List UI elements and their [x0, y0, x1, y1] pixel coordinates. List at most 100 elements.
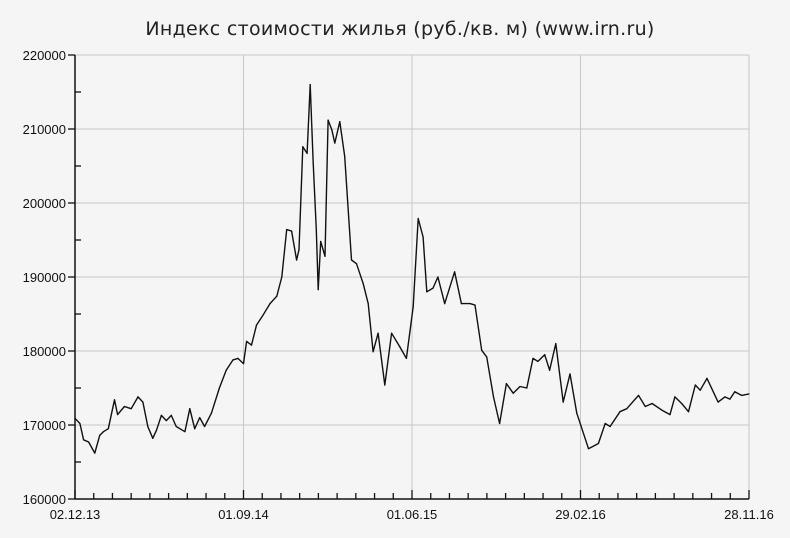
data-point	[309, 84, 311, 86]
data-point	[412, 306, 414, 308]
data-point	[324, 255, 326, 257]
chart-title: Индекс стоимости жилья (руб./кв. м) (www…	[145, 18, 655, 40]
data-point	[469, 303, 471, 305]
data-point	[562, 401, 564, 403]
y-tick-label: 210000	[23, 122, 66, 137]
data-point	[576, 412, 578, 414]
data-point	[437, 276, 439, 278]
data-point	[276, 295, 278, 297]
data-point	[189, 408, 191, 410]
data-point	[748, 393, 750, 395]
data-point	[99, 434, 101, 436]
data-point	[432, 287, 434, 289]
data-point	[175, 425, 177, 428]
data-point	[184, 431, 186, 433]
data-point	[250, 344, 253, 346]
data-point	[295, 259, 298, 261]
data-point	[674, 396, 676, 398]
data-point	[597, 442, 599, 445]
data-point	[377, 332, 379, 334]
y-tick-label: 170000	[23, 418, 66, 433]
data-point	[306, 152, 308, 155]
data-point	[320, 240, 322, 243]
data-point	[327, 119, 329, 121]
data-point	[302, 146, 304, 148]
data-point	[555, 343, 557, 345]
data-point	[519, 385, 521, 388]
x-tick-label: 01.06.15	[387, 507, 438, 522]
data-point	[210, 412, 213, 414]
data-point	[651, 402, 653, 405]
data-point	[405, 357, 408, 359]
data-point	[362, 283, 364, 285]
data-point	[242, 362, 245, 365]
data-point	[142, 401, 144, 403]
data-point	[460, 303, 462, 305]
data-point	[218, 387, 221, 389]
data-point	[298, 249, 300, 251]
data-point	[107, 428, 109, 430]
data-point	[315, 229, 317, 231]
x-tick-label: 01.09.14	[218, 507, 269, 522]
x-tick-label: 29.02.16	[555, 507, 606, 522]
data-point	[331, 129, 333, 131]
data-point	[512, 392, 514, 394]
data-point	[74, 417, 76, 419]
data-point	[661, 409, 663, 411]
data-point	[237, 357, 239, 359]
data-point	[444, 303, 446, 305]
data-point	[344, 155, 346, 157]
data-point	[669, 414, 671, 416]
data-point	[312, 162, 314, 164]
data-point	[687, 411, 690, 413]
data-point	[113, 399, 116, 401]
data-point	[609, 425, 611, 428]
data-point	[102, 431, 104, 433]
data-point	[334, 142, 336, 144]
data-point	[740, 394, 743, 396]
data-point	[339, 121, 341, 123]
data-point	[619, 411, 621, 413]
data-point	[137, 396, 139, 398]
x-tick-label: 28.11.16	[724, 507, 774, 522]
data-point	[286, 229, 288, 231]
data-point	[225, 369, 227, 371]
data-point	[481, 349, 483, 351]
data-point	[681, 402, 683, 405]
data-point	[147, 425, 149, 428]
data-point	[486, 356, 488, 358]
data-point	[165, 419, 167, 422]
data-point	[232, 359, 234, 361]
y-tick-label: 180000	[23, 344, 66, 359]
data-point	[391, 332, 393, 334]
data-point	[317, 288, 319, 291]
data-point	[372, 351, 374, 353]
data-point	[453, 271, 456, 273]
data-point	[130, 408, 132, 410]
data-point	[644, 405, 646, 408]
data-point	[194, 428, 196, 430]
y-tick-label: 190000	[23, 270, 66, 285]
data-point	[160, 414, 163, 416]
data-point	[255, 324, 258, 326]
data-point	[123, 405, 125, 408]
data-point	[170, 414, 172, 416]
data-point	[384, 384, 386, 386]
data-point	[83, 439, 85, 441]
data-point	[367, 303, 369, 305]
data-point	[291, 230, 293, 232]
data-point	[204, 425, 206, 428]
data-point	[492, 396, 495, 398]
data-point	[199, 417, 201, 419]
data-point	[526, 387, 528, 389]
data-point	[729, 398, 731, 400]
data-point	[426, 291, 428, 293]
data-point	[94, 452, 96, 454]
series-line	[74, 83, 750, 454]
data-point	[734, 391, 736, 393]
data-point	[474, 304, 476, 306]
data-point	[417, 217, 419, 220]
data-point	[79, 422, 81, 425]
data-point	[152, 437, 154, 439]
data-point	[604, 422, 606, 425]
